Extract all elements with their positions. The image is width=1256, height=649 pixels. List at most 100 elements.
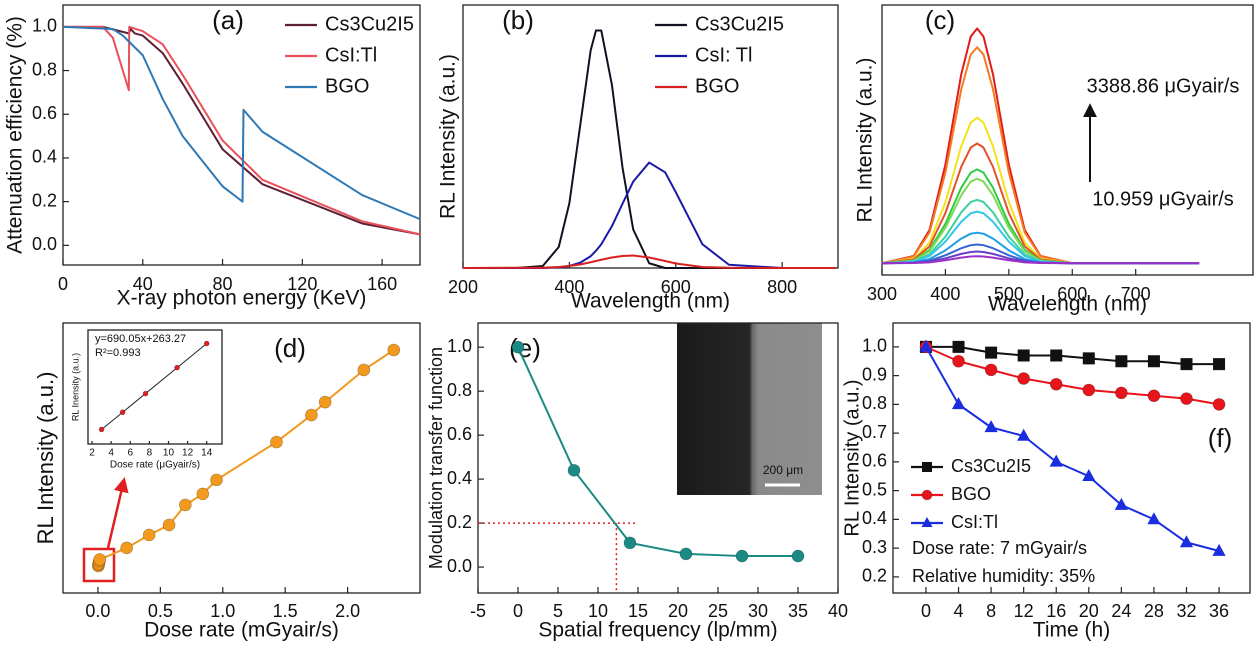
x-tick-label: 600	[1057, 284, 1087, 304]
series-line	[881, 210, 1200, 265]
y-tick-label: 1.0	[447, 336, 472, 356]
y-tick-label: 0.6	[862, 451, 887, 471]
marker	[1082, 352, 1095, 365]
legend-label: CsI:Tl	[325, 44, 377, 66]
legend-label: BGO	[951, 484, 991, 504]
x-axis-label: Dose rate (μGyair/s)	[110, 460, 200, 471]
y-axis-label: RL Intensity (a.u.)	[841, 379, 863, 536]
marker	[567, 464, 581, 477]
series-line	[463, 161, 836, 269]
y-tick-label: 0.6	[447, 424, 472, 444]
panel-label: (c)	[925, 5, 955, 35]
marker	[210, 473, 223, 487]
marker	[1114, 497, 1128, 510]
marker	[162, 518, 176, 532]
y-tick-label: 0.3	[862, 537, 887, 557]
x-tick-label: 35	[788, 601, 808, 621]
marker	[791, 549, 805, 563]
marker	[1180, 392, 1193, 405]
marker	[984, 363, 998, 377]
y-tick-label: 0.5	[862, 479, 887, 499]
series-line	[925, 345, 1220, 406]
marker	[1147, 389, 1161, 403]
marker	[119, 409, 126, 416]
y-tick-label: 1.0	[862, 336, 887, 356]
plot-frame	[881, 4, 1254, 276]
y-tick-label: 0.7	[862, 422, 887, 442]
highlight-box	[82, 547, 116, 583]
y-axis-label: RL Intensity (a.u.)	[854, 58, 877, 223]
x-tick-label: 14	[201, 448, 213, 459]
marker	[1115, 355, 1128, 368]
marker	[1017, 372, 1030, 385]
series-line	[881, 46, 1200, 265]
marker	[196, 487, 210, 501]
y-axis-label: RL Intensity (a.u.)	[437, 54, 460, 219]
y-axis-label: Attenuation efficiency (%)	[4, 16, 27, 254]
y-tick-label: 0.9	[862, 364, 887, 384]
marker	[623, 536, 637, 550]
marker	[679, 547, 693, 561]
marker	[735, 549, 749, 563]
y-tick-label: 0.0	[447, 556, 472, 576]
plot-frame	[62, 4, 421, 266]
x-axis-label: Spatial frequency (lp/mm)	[538, 619, 777, 642]
plot-frame	[62, 322, 421, 594]
x-tick-label: 15	[628, 601, 648, 621]
marker	[305, 408, 318, 422]
marker	[919, 339, 933, 352]
y-tick-label: 0.0	[32, 234, 57, 254]
x-tick-label: 600	[661, 277, 691, 297]
x-tick-label: 16	[1046, 601, 1066, 621]
plot-frame	[477, 322, 839, 594]
series-line	[881, 168, 1200, 265]
plot-frame	[892, 322, 1251, 594]
marker	[1049, 454, 1063, 467]
plot-frame	[462, 4, 839, 269]
x-tick-label: 24	[1111, 601, 1131, 621]
marker	[1017, 349, 1030, 362]
x-tick-label: 2	[89, 448, 95, 459]
marker	[984, 420, 998, 433]
x-tick-label: 5	[553, 601, 563, 621]
x-tick-label: 0.5	[148, 601, 173, 621]
x-tick-label: 1.5	[273, 601, 298, 621]
panel-label: (f)	[1208, 423, 1233, 453]
y-tick-label: 0.8	[862, 393, 887, 413]
marker	[1115, 386, 1128, 400]
x-tick-label: 0	[513, 601, 523, 621]
annotation: R²=0.993	[95, 347, 141, 359]
x-tick-label: 8	[147, 448, 153, 459]
x-tick-label: -5	[470, 601, 486, 621]
marker	[952, 340, 965, 353]
annotation: y=690.05x+263.27	[95, 333, 186, 345]
x-tick-label: 40	[828, 601, 848, 621]
x-tick-label: 2.0	[335, 601, 360, 621]
marker	[203, 340, 210, 347]
x-tick-label: 1.0	[210, 601, 235, 621]
marker	[387, 343, 401, 357]
x-tick-label: 200	[448, 277, 478, 297]
series-line	[881, 142, 1200, 265]
y-tick-label: 0.4	[447, 468, 472, 488]
series-line	[925, 345, 1220, 366]
x-tick-label: 6	[127, 448, 133, 459]
y-tick-label: 0.2	[32, 190, 57, 210]
x-tick-label: 500	[994, 284, 1024, 304]
x-tick-label: 0	[921, 601, 931, 621]
x-tick-label: 4	[108, 448, 114, 459]
x-tick-label: 30	[748, 601, 768, 621]
marker	[1212, 543, 1226, 556]
sem-image	[677, 323, 822, 495]
marker	[985, 346, 998, 359]
y-tick-label: 0.4	[862, 508, 887, 528]
panel-label: (d)	[274, 333, 306, 363]
panel-label: (a)	[212, 5, 244, 35]
y-tick-label: 0.2	[862, 566, 887, 586]
marker	[1049, 377, 1063, 391]
legend-label: CsI:Tl	[951, 512, 998, 532]
x-tick-label: 28	[1144, 601, 1164, 621]
marker	[318, 395, 332, 409]
annotation: 200 μm	[763, 463, 803, 477]
annotation: Dose rate: 7 mGyair/s	[912, 538, 1087, 558]
